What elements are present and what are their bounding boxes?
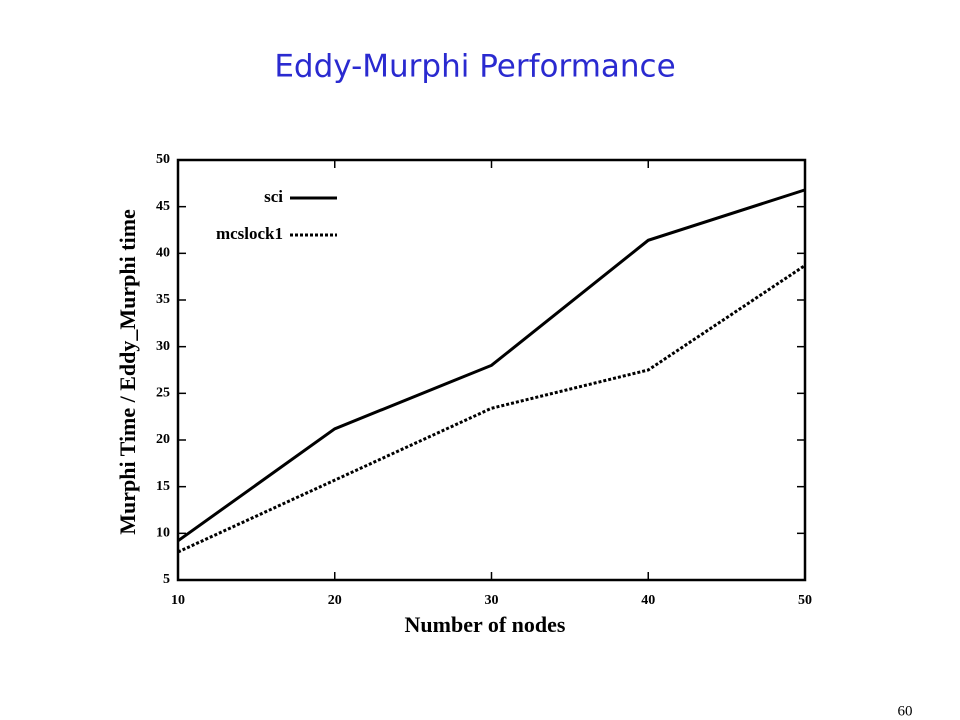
legend-label: mcslock1 [216, 224, 283, 243]
y-tick-label: 40 [156, 246, 170, 261]
slide-title: Eddy-Murphi Performance [274, 49, 675, 85]
y-tick-label: 20 [156, 432, 170, 447]
y-tick-label: 45 [156, 199, 170, 214]
y-tick-label: 5 [163, 572, 170, 587]
y-tick-label: 10 [156, 526, 170, 541]
series-line [177, 264, 806, 554]
y-tick-label: 25 [156, 386, 170, 401]
y-tick-label: 15 [156, 479, 170, 494]
page-number: 60 [898, 703, 913, 719]
x-tick-label: 10 [171, 593, 185, 608]
x-tick-label: 30 [485, 593, 499, 608]
legend-label: sci [264, 187, 283, 206]
y-tick-label: 35 [156, 292, 170, 307]
y-axis-label: Murphi Time / Eddy_Murphi time [115, 209, 140, 535]
x-tick-label: 50 [798, 593, 812, 608]
y-tick-label: 30 [156, 339, 170, 354]
x-tick-label: 20 [328, 593, 342, 608]
x-tick-label: 40 [641, 593, 655, 608]
y-tick-label: 50 [156, 152, 170, 167]
x-axis-label: Number of nodes [405, 612, 566, 637]
series-line [177, 188, 806, 543]
